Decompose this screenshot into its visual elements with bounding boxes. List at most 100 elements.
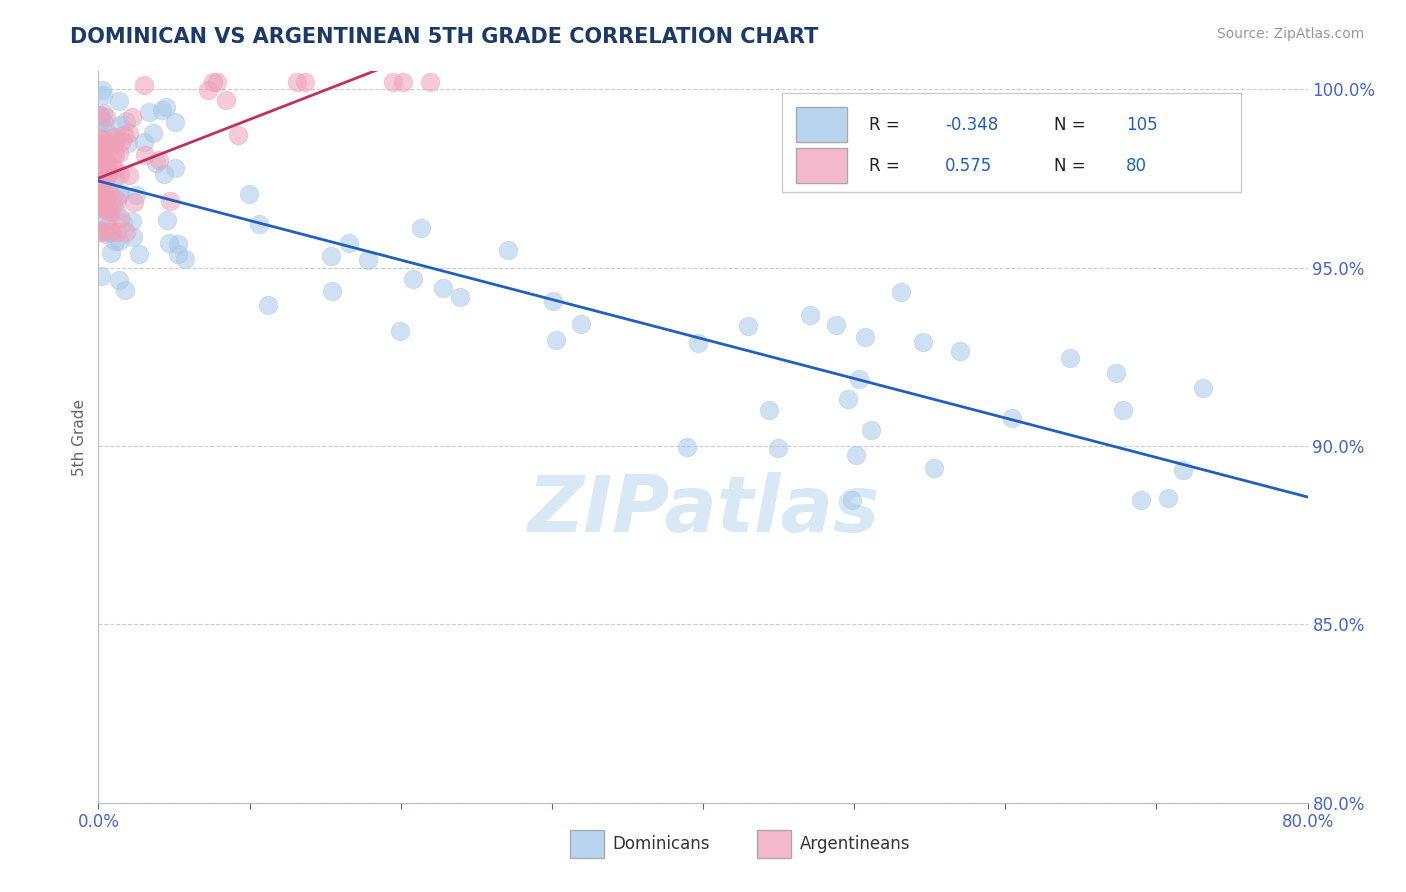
Point: [103, 145, 125, 159]
Point: [114, 225, 136, 239]
Point: [205, 75, 228, 89]
Point: [96, 200, 118, 214]
Point: [321, 284, 343, 298]
Text: Source: ZipAtlas.com: Source: ZipAtlas.com: [1216, 27, 1364, 41]
Point: [103, 161, 125, 176]
Point: [94, 132, 117, 146]
Point: [91, 161, 114, 175]
Point: [91, 173, 114, 187]
Point: [89, 108, 111, 122]
Text: DOMINICAN VS ARGENTINEAN 5TH GRADE CORRELATION CHART: DOMINICAN VS ARGENTINEAN 5TH GRADE CORRE…: [70, 27, 818, 46]
Point: [91, 194, 114, 209]
Point: [91, 177, 114, 191]
Point: [569, 317, 592, 331]
Point: [96, 165, 118, 179]
Point: [108, 118, 131, 132]
Bar: [569, 830, 603, 858]
Point: [132, 78, 155, 92]
Point: [89, 113, 111, 128]
Point: [432, 281, 454, 295]
Point: [1129, 492, 1152, 507]
Point: [114, 128, 136, 142]
Point: [94, 110, 117, 124]
Point: [758, 403, 780, 417]
Point: [96, 125, 118, 139]
Point: [97, 201, 120, 215]
Point: [91, 181, 114, 195]
Point: [419, 75, 441, 89]
Point: [1105, 366, 1128, 380]
Point: [104, 135, 127, 149]
Point: [115, 114, 138, 128]
Point: [87, 142, 110, 156]
Point: [94, 142, 117, 156]
Point: [1171, 463, 1194, 477]
Bar: [758, 830, 792, 858]
Point: [90, 153, 112, 167]
Point: [91, 194, 114, 209]
Point: [114, 284, 136, 298]
Bar: [796, 148, 846, 183]
Point: [153, 167, 176, 181]
Point: [156, 213, 179, 227]
Point: [859, 423, 882, 437]
Text: 80: 80: [1126, 157, 1147, 175]
Point: [890, 285, 912, 299]
Point: [89, 153, 111, 167]
Point: [105, 193, 128, 207]
Point: [105, 203, 128, 218]
Point: [98, 164, 121, 178]
Point: [89, 179, 111, 194]
Point: [949, 343, 972, 358]
Point: [285, 75, 308, 89]
FancyBboxPatch shape: [782, 94, 1241, 192]
Point: [388, 324, 411, 338]
Point: [93, 190, 115, 204]
Point: [97, 157, 120, 171]
Point: [853, 330, 876, 344]
Point: [737, 318, 759, 333]
Point: [93, 208, 115, 222]
Point: [89, 117, 111, 131]
Point: [105, 225, 128, 239]
Point: [1001, 410, 1024, 425]
Point: [96, 227, 118, 241]
Point: [90, 225, 112, 239]
Text: ZIPatlas: ZIPatlas: [527, 472, 879, 549]
Point: [122, 229, 145, 244]
Point: [90, 196, 112, 211]
Point: [294, 75, 316, 89]
Point: [142, 126, 165, 140]
Point: [108, 145, 131, 160]
Point: [108, 234, 131, 248]
Point: [96, 156, 118, 170]
Point: [409, 221, 432, 235]
Point: [101, 199, 124, 213]
Point: [93, 173, 115, 187]
Point: [91, 158, 114, 172]
Point: [96, 161, 118, 175]
Text: Argentineans: Argentineans: [800, 835, 910, 853]
Point: [104, 162, 127, 177]
Point: [90, 83, 112, 97]
Point: [145, 156, 167, 170]
Point: [100, 246, 122, 260]
Point: [108, 211, 131, 225]
Point: [166, 247, 188, 261]
Point: [89, 137, 111, 152]
Point: [837, 392, 859, 407]
Point: [337, 236, 360, 251]
Point: [122, 195, 145, 210]
Point: [841, 492, 863, 507]
Point: [155, 100, 177, 114]
Point: [197, 83, 219, 97]
Point: [89, 222, 111, 236]
Point: [166, 237, 188, 252]
Point: [93, 202, 115, 217]
Point: [766, 441, 789, 455]
Point: [688, 335, 710, 350]
Point: [321, 249, 343, 263]
Point: [93, 171, 115, 186]
Point: [381, 75, 404, 89]
Point: [89, 182, 111, 196]
